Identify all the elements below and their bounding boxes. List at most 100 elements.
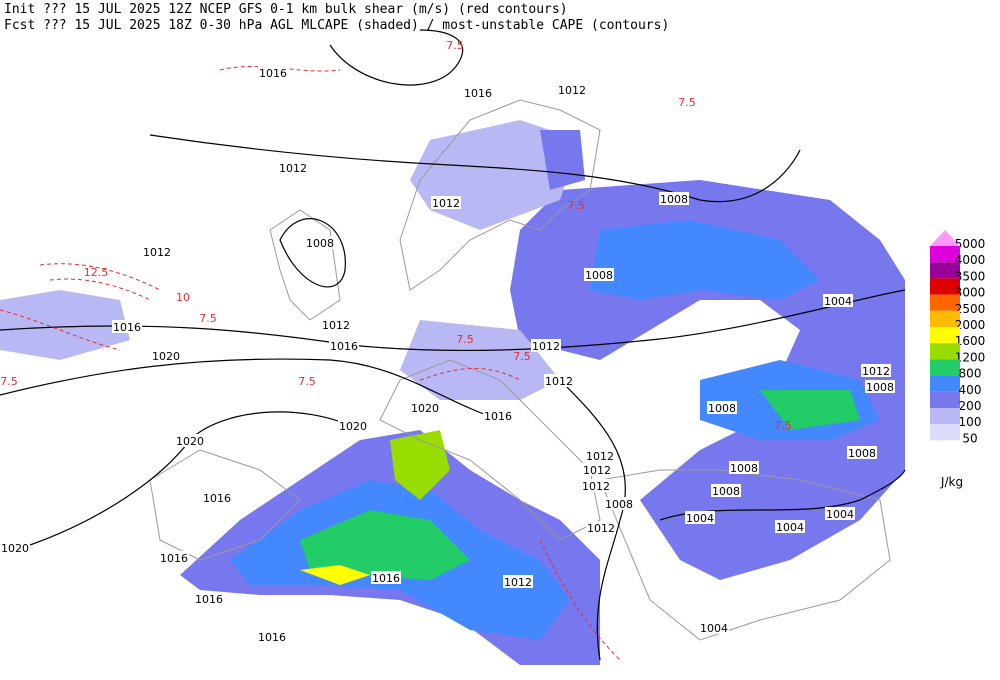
label-box: [557, 83, 587, 96]
label-box: [305, 236, 335, 249]
isobar-label: 1016: [113, 321, 141, 334]
legend-swatch: [930, 343, 960, 360]
cape-area: [390, 430, 450, 500]
label-box: [112, 320, 142, 333]
label-box: [586, 521, 616, 534]
legend-label: 50: [962, 431, 977, 445]
shear-label: 7.5: [456, 333, 474, 346]
legend-swatch: [930, 246, 960, 263]
legend-arrow: [930, 230, 960, 246]
isobar-label: 1020: [152, 350, 180, 363]
isobar-label: 1012: [143, 246, 171, 259]
isobar-label: 1008: [306, 237, 334, 250]
label-box: [278, 161, 308, 174]
label-box: [544, 374, 574, 387]
label-box: [159, 551, 189, 564]
isobar-label: 1012: [558, 84, 586, 97]
legend: 5000 4000 3500 3000 2500 2000 1600 1200 800 400 20…: [930, 230, 985, 489]
legend-swatch: [930, 278, 960, 295]
label-box: [861, 364, 891, 377]
coastline: [399, 99, 601, 291]
cape-area: [590, 220, 820, 300]
label-box: [775, 520, 805, 533]
label-box: [431, 196, 461, 209]
legend-swatch: [930, 262, 960, 279]
coastline: [599, 469, 891, 641]
label-box: [711, 484, 741, 497]
legend-label: 800: [959, 367, 982, 381]
label-box: [175, 434, 205, 447]
isobar: [0, 289, 906, 352]
shear-label: 10: [176, 291, 190, 304]
label-box: [699, 621, 729, 634]
label-box: [659, 192, 689, 205]
legend-swatch: [930, 327, 960, 344]
shear-label: 7.5: [567, 199, 585, 212]
isobars: [0, 29, 906, 661]
isobar-label: 1016: [464, 87, 492, 100]
isobar-label: 1012: [532, 340, 560, 353]
legend-swatch: [930, 391, 960, 408]
legend-swatch: [930, 294, 960, 311]
label-box: [0, 541, 30, 554]
label-box: [729, 461, 759, 474]
shear-label: 7.5: [774, 419, 792, 432]
cape-area: [760, 390, 860, 430]
isobar-label: 1012: [545, 375, 573, 388]
legend-label: 1600: [955, 334, 986, 348]
label-box: [585, 449, 615, 462]
isobar-label: 1012: [587, 522, 615, 535]
label-box: [581, 479, 611, 492]
shear-label: 7.5: [446, 39, 464, 52]
legend-label: 5000: [955, 237, 986, 251]
isobar-label: 1012: [322, 319, 350, 332]
label-box: [329, 339, 359, 352]
cape-area: [0, 290, 130, 360]
legend-label: 3500: [955, 269, 986, 283]
coastlines: [149, 99, 891, 641]
legend-unit: J/kg: [940, 475, 963, 489]
header-line: Fcst ??? 15 JUL 2025 18Z 0-30 hPa AGL ML…: [4, 18, 669, 33]
shear-contour: [49, 278, 151, 301]
isobar-label: 1016: [195, 593, 223, 606]
legend-swatch: [930, 375, 960, 392]
shear-contours: [0, 65, 621, 661]
label-box: [531, 339, 561, 352]
shear-label: 7.5: [0, 375, 18, 388]
label-box: [825, 507, 855, 520]
legend-label: 100: [959, 415, 982, 429]
isobar-label: 1020: [1, 542, 29, 555]
label-box: [847, 446, 877, 459]
legend-label: 4000: [955, 253, 986, 267]
isobar-label: 1016: [259, 67, 287, 80]
cape-area: [300, 565, 370, 585]
label-box: [685, 511, 715, 524]
isobar-label: 1004: [824, 295, 852, 308]
legend-swatch: [930, 408, 960, 425]
label-box: [604, 497, 634, 510]
shear-label: 7.5: [298, 375, 316, 388]
label-box: [194, 592, 224, 605]
shear-contour: [219, 65, 341, 72]
cape-area: [400, 320, 560, 400]
isobar: [559, 379, 626, 661]
label-box: [202, 491, 232, 504]
isobar-label: 1016: [160, 552, 188, 565]
isobar-label: 1020: [339, 420, 367, 433]
isobar-label: 1016: [330, 340, 358, 353]
isobar-label: 1020: [411, 402, 439, 415]
contour-labels: 1016 1016 1012 1012 1012 1008 1012 1016 1012 1016…: [0, 39, 895, 644]
isobar-label: 1008: [712, 485, 740, 498]
shear-contour: [419, 368, 521, 381]
label-box: [483, 409, 513, 422]
isobar-label: 1008: [730, 462, 758, 475]
legend-swatch: [930, 424, 960, 441]
legend-swatch: [930, 359, 960, 376]
shear-contour: [0, 309, 121, 351]
legend-label: 3000: [955, 286, 986, 300]
cape-area: [300, 510, 470, 580]
isobar-label: 1008: [585, 269, 613, 282]
isobar-label: 1012: [504, 576, 532, 589]
legend-label: 400: [959, 383, 982, 397]
isobar: [329, 29, 464, 86]
